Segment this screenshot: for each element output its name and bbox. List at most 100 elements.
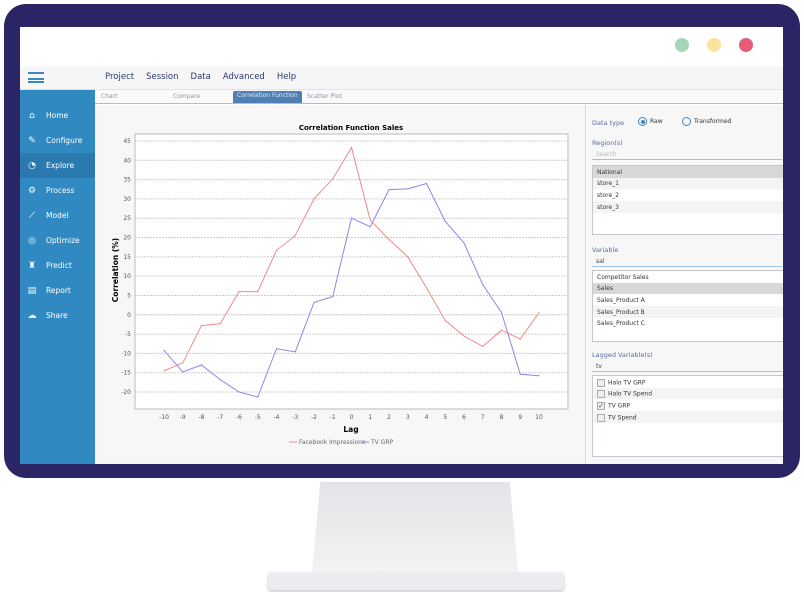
lagged-search-input[interactable]: tv	[592, 361, 782, 372]
menu-help[interactable]: Help	[276, 72, 297, 82]
variable-search-input[interactable]: sal	[592, 256, 782, 267]
menu-session[interactable]: Session	[146, 72, 179, 82]
maximize-button[interactable]	[707, 38, 721, 52]
regions-list: National store_1 store_2 store_3	[592, 165, 783, 235]
radio-label: Raw	[650, 118, 663, 125]
data-point	[313, 301, 315, 304]
sidebar-item-label: Optimize	[46, 236, 80, 245]
list-item-label: TV Spend	[608, 414, 637, 422]
regions-search-input[interactable]: Search	[592, 149, 782, 160]
list-item[interactable]: Halo TV Spend	[593, 387, 783, 400]
list-item[interactable]: ✓ TV GRP	[593, 399, 783, 411]
data-point	[519, 338, 521, 340]
x-tick-label: 9	[518, 414, 522, 421]
y-tick-label: 40	[123, 157, 131, 164]
list-item[interactable]: TV Spend	[593, 411, 783, 423]
x-tick-label: -5	[255, 414, 261, 421]
list-item[interactable]: store_3	[593, 201, 783, 213]
list-item-label: store_2	[597, 191, 619, 199]
checkbox[interactable]	[597, 413, 605, 422]
sidebar-item-configure[interactable]: ✎ Configure	[20, 128, 95, 153]
list-item[interactable]: Sales_Product C	[593, 318, 783, 330]
checkbox[interactable]	[597, 390, 605, 399]
cloud-upload-icon: ☁	[27, 310, 37, 321]
list-item-label: Sales	[597, 285, 613, 293]
data-point	[369, 219, 371, 221]
correlation-chart: Correlation Function Sales-20-15-10-5051…	[111, 124, 569, 446]
list-item[interactable]: Sales_Product A	[593, 294, 783, 306]
sidebar-item-optimize[interactable]: ◎ Optimize	[20, 228, 95, 253]
x-tick-label: -4	[274, 414, 280, 421]
sidebar-item-process[interactable]: ⚙ Process	[20, 178, 95, 203]
report-icon: ▤	[27, 285, 37, 296]
radio-raw[interactable]: Raw	[638, 117, 663, 126]
list-item-label: National	[597, 168, 623, 176]
data-point	[519, 373, 521, 375]
sidebar-item-explore[interactable]: ◔ Explore	[20, 153, 95, 178]
menu-advanced[interactable]: Advanced	[222, 72, 265, 82]
sidebar-item-home[interactable]: ⌂ Home	[20, 103, 95, 128]
data-point	[425, 287, 428, 289]
data-point	[200, 324, 203, 327]
x-axis-label: Lag	[343, 425, 358, 434]
menu-bar: Project Session Data Advanced Help	[20, 66, 783, 90]
tab-correlation-function[interactable]: Correlation Function	[233, 91, 302, 103]
sidebar-item-share[interactable]: ☁ Share	[20, 303, 95, 328]
list-item[interactable]: store_2	[593, 189, 783, 201]
list-item[interactable]: National	[593, 166, 783, 178]
data-point	[350, 146, 353, 149]
y-tick-label: 15	[123, 254, 131, 261]
menu-data[interactable]: Data	[190, 72, 211, 82]
data-point	[369, 226, 371, 228]
checkbox[interactable]: ✓	[597, 401, 605, 410]
close-button[interactable]	[739, 38, 753, 52]
list-item-label: Sales_Product C	[597, 320, 645, 328]
data-point	[257, 291, 259, 293]
sidebar-item-label: Predict	[46, 261, 72, 270]
list-item[interactable]: Sales_Product B	[593, 306, 783, 318]
variable-list: Competitor Sales Sales Sales_Product A Sale…	[592, 270, 783, 342]
sidebar-item-label: Configure	[46, 136, 83, 145]
sidebar-item-report[interactable]: ▤ Report	[20, 278, 95, 303]
data-point	[350, 217, 353, 219]
tab-scatter-plot[interactable]: Scatter Plot	[307, 93, 342, 100]
data-point	[407, 188, 409, 190]
data-point	[425, 182, 428, 185]
x-tick-label: -6	[236, 414, 242, 421]
tab-chart[interactable]: Chart	[101, 93, 118, 100]
list-item[interactable]: Sales	[593, 282, 783, 295]
list-item[interactable]: Competitor Sales	[593, 271, 783, 283]
gears-icon: ⚙	[27, 185, 37, 196]
data-point	[388, 238, 390, 241]
radio-transformed[interactable]: Transformed	[682, 117, 731, 126]
sidebar-item-model[interactable]: ⟋ Model	[20, 203, 95, 228]
minimize-button[interactable]	[675, 38, 689, 52]
hamburger-menu-icon[interactable]	[28, 72, 44, 83]
dashboard-icon: ◔	[28, 160, 36, 171]
binoculars-icon: ♜	[27, 260, 37, 271]
y-tick-label: 10	[123, 273, 131, 280]
sidebar-item-predict[interactable]: ♜ Predict	[20, 253, 95, 278]
data-point	[275, 249, 278, 251]
monitor-base	[268, 572, 564, 590]
data-point	[500, 311, 503, 314]
menu-project[interactable]: Project	[105, 72, 135, 82]
sidebar-item-label: Model	[46, 211, 69, 220]
sidebar-item-label: Explore	[46, 161, 75, 170]
tab-compare[interactable]: Compare	[173, 93, 201, 100]
plot-area	[134, 133, 569, 410]
x-tick-label: 6	[462, 414, 466, 421]
legend-entry: Facebook Impressions	[299, 439, 365, 446]
list-item[interactable]: Halo TV GRP	[593, 376, 783, 388]
x-tick-label: -10	[159, 414, 169, 421]
list-item[interactable]: store_1	[593, 177, 783, 190]
list-item-label: Competitor Sales	[597, 273, 649, 281]
wrench-icon: ✎	[28, 135, 36, 146]
x-tick-label: -9	[180, 414, 186, 421]
data-point	[182, 371, 184, 373]
data-point	[294, 235, 296, 237]
checkbox[interactable]	[597, 378, 605, 387]
data-point	[182, 362, 184, 364]
data-type-label: Data type	[592, 119, 625, 127]
y-tick-label: 45	[123, 138, 131, 145]
